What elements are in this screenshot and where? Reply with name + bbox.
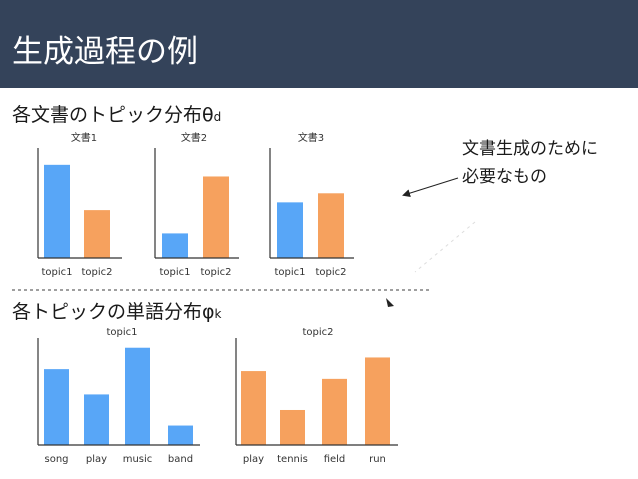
bar-topic1 xyxy=(162,233,188,258)
word-dist-section-label: 各トピックの単語分布φk xyxy=(12,301,222,325)
doc-topic-section-subscript: d xyxy=(213,110,222,124)
note-arrow-lower-head xyxy=(386,298,394,307)
word-dist-section-text: 各トピックの単語分布φ xyxy=(12,301,215,323)
tick-label-run: run xyxy=(369,454,386,465)
tick-label-tennis: tennis xyxy=(277,454,308,465)
bar-music xyxy=(125,347,150,445)
required-note-line1: 文書生成のために xyxy=(462,139,598,159)
bar-play xyxy=(84,394,109,445)
bar-band xyxy=(168,425,193,445)
slide-title: 生成過程の例 xyxy=(12,34,198,70)
bar-chart-3: 文書3 topic1 topic2 xyxy=(269,131,354,278)
word-dist-section-subscript: k xyxy=(214,307,222,321)
tick-label-topic2: topic2 xyxy=(81,267,112,278)
note-arrow-lower-faint xyxy=(414,221,476,273)
tick-label-topic1: topic1 xyxy=(159,267,190,278)
bar-chart-2: 文書2 topic1 topic2 xyxy=(154,131,239,278)
tick-label-topic2: topic2 xyxy=(315,267,346,278)
bar-topic1 xyxy=(277,202,303,258)
tick-label-field: field xyxy=(324,454,346,465)
bar-topic2 xyxy=(84,210,110,258)
bar-topic2 xyxy=(318,193,344,258)
doc-topic-section-text: 各文書のトピック分布θ xyxy=(12,104,214,126)
bar-run xyxy=(365,357,390,445)
tick-label-topic1: topic1 xyxy=(274,267,305,278)
required-note: 文書生成のために 必要なもの xyxy=(462,135,598,191)
tick-label-topic2: topic2 xyxy=(200,267,231,278)
bar-chart-5: topic2 play tennis field run xyxy=(235,327,398,465)
chart-title: 文書3 xyxy=(298,131,324,144)
bar-field xyxy=(322,378,347,445)
tick-label-song: song xyxy=(44,454,68,465)
chart-title: topic2 xyxy=(302,327,333,338)
required-note-line2: 必要なもの xyxy=(462,167,547,187)
bar-chart-4: topic1 song play music band xyxy=(37,327,200,465)
tick-label-music: music xyxy=(123,454,153,465)
bar-topic1 xyxy=(44,164,70,258)
chart-title: 文書1 xyxy=(71,131,97,144)
bar-song xyxy=(44,369,69,445)
tick-label-play: play xyxy=(243,454,264,465)
bar-chart-1: 文書1 topic1 topic2 xyxy=(37,131,122,278)
chart-title: topic1 xyxy=(106,327,137,338)
note-arrow-upper xyxy=(402,177,459,198)
tick-label-topic1: topic1 xyxy=(41,267,72,278)
bar-tennis xyxy=(280,409,305,445)
doc-topic-section-label: 各文書のトピック分布θd xyxy=(12,104,221,128)
tick-label-play: play xyxy=(86,454,107,465)
tick-label-band: band xyxy=(168,454,193,465)
bar-play xyxy=(241,371,266,445)
slide-header: 生成過程の例 xyxy=(0,0,638,88)
chart-title: 文書2 xyxy=(181,131,207,144)
bar-topic2 xyxy=(203,176,229,258)
